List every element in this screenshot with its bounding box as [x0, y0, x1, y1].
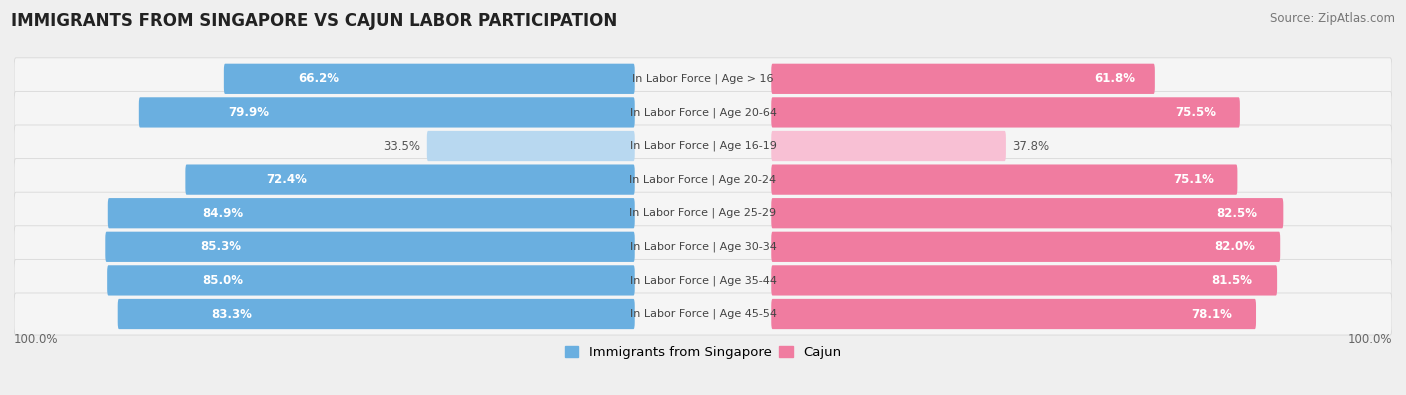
FancyBboxPatch shape [107, 265, 634, 295]
FancyBboxPatch shape [139, 97, 634, 128]
FancyBboxPatch shape [772, 265, 1277, 295]
Text: 79.9%: 79.9% [228, 106, 269, 119]
FancyBboxPatch shape [772, 198, 1284, 228]
FancyBboxPatch shape [14, 226, 1392, 268]
FancyBboxPatch shape [224, 64, 634, 94]
FancyBboxPatch shape [118, 299, 634, 329]
Text: In Labor Force | Age 20-64: In Labor Force | Age 20-64 [630, 107, 776, 118]
Text: 37.8%: 37.8% [1012, 139, 1049, 152]
Text: In Labor Force | Age 30-34: In Labor Force | Age 30-34 [630, 242, 776, 252]
Text: In Labor Force | Age 16-19: In Labor Force | Age 16-19 [630, 141, 776, 151]
FancyBboxPatch shape [14, 125, 1392, 167]
Text: 75.1%: 75.1% [1173, 173, 1215, 186]
Text: In Labor Force | Age 45-54: In Labor Force | Age 45-54 [630, 309, 776, 319]
Text: 78.1%: 78.1% [1191, 307, 1232, 320]
FancyBboxPatch shape [14, 91, 1392, 134]
Text: 72.4%: 72.4% [266, 173, 307, 186]
FancyBboxPatch shape [772, 97, 1240, 128]
Text: 83.3%: 83.3% [211, 307, 252, 320]
Text: 82.5%: 82.5% [1216, 207, 1258, 220]
FancyBboxPatch shape [14, 293, 1392, 335]
Text: IMMIGRANTS FROM SINGAPORE VS CAJUN LABOR PARTICIPATION: IMMIGRANTS FROM SINGAPORE VS CAJUN LABOR… [11, 12, 617, 30]
Text: In Labor Force | Age 25-29: In Labor Force | Age 25-29 [630, 208, 776, 218]
Text: 84.9%: 84.9% [202, 207, 243, 220]
FancyBboxPatch shape [14, 192, 1392, 234]
Text: 100.0%: 100.0% [1347, 333, 1392, 346]
FancyBboxPatch shape [772, 164, 1237, 195]
Text: In Labor Force | Age 35-44: In Labor Force | Age 35-44 [630, 275, 776, 286]
FancyBboxPatch shape [14, 58, 1392, 100]
FancyBboxPatch shape [772, 131, 1005, 161]
Text: 66.2%: 66.2% [298, 72, 339, 85]
Text: In Labor Force | Age 20-24: In Labor Force | Age 20-24 [630, 174, 776, 185]
FancyBboxPatch shape [186, 164, 634, 195]
Text: 61.8%: 61.8% [1095, 72, 1136, 85]
FancyBboxPatch shape [772, 299, 1256, 329]
Text: 75.5%: 75.5% [1175, 106, 1216, 119]
Text: 81.5%: 81.5% [1211, 274, 1251, 287]
Text: Source: ZipAtlas.com: Source: ZipAtlas.com [1270, 12, 1395, 25]
Text: 100.0%: 100.0% [14, 333, 59, 346]
FancyBboxPatch shape [105, 232, 634, 262]
Legend: Immigrants from Singapore, Cajun: Immigrants from Singapore, Cajun [560, 341, 846, 364]
FancyBboxPatch shape [772, 64, 1154, 94]
FancyBboxPatch shape [14, 260, 1392, 301]
Text: In Labor Force | Age > 16: In Labor Force | Age > 16 [633, 73, 773, 84]
Text: 82.0%: 82.0% [1213, 240, 1254, 253]
Text: 33.5%: 33.5% [384, 139, 420, 152]
Text: 85.0%: 85.0% [202, 274, 243, 287]
Text: 85.3%: 85.3% [201, 240, 242, 253]
FancyBboxPatch shape [108, 198, 634, 228]
FancyBboxPatch shape [14, 159, 1392, 201]
FancyBboxPatch shape [427, 131, 634, 161]
FancyBboxPatch shape [772, 232, 1281, 262]
